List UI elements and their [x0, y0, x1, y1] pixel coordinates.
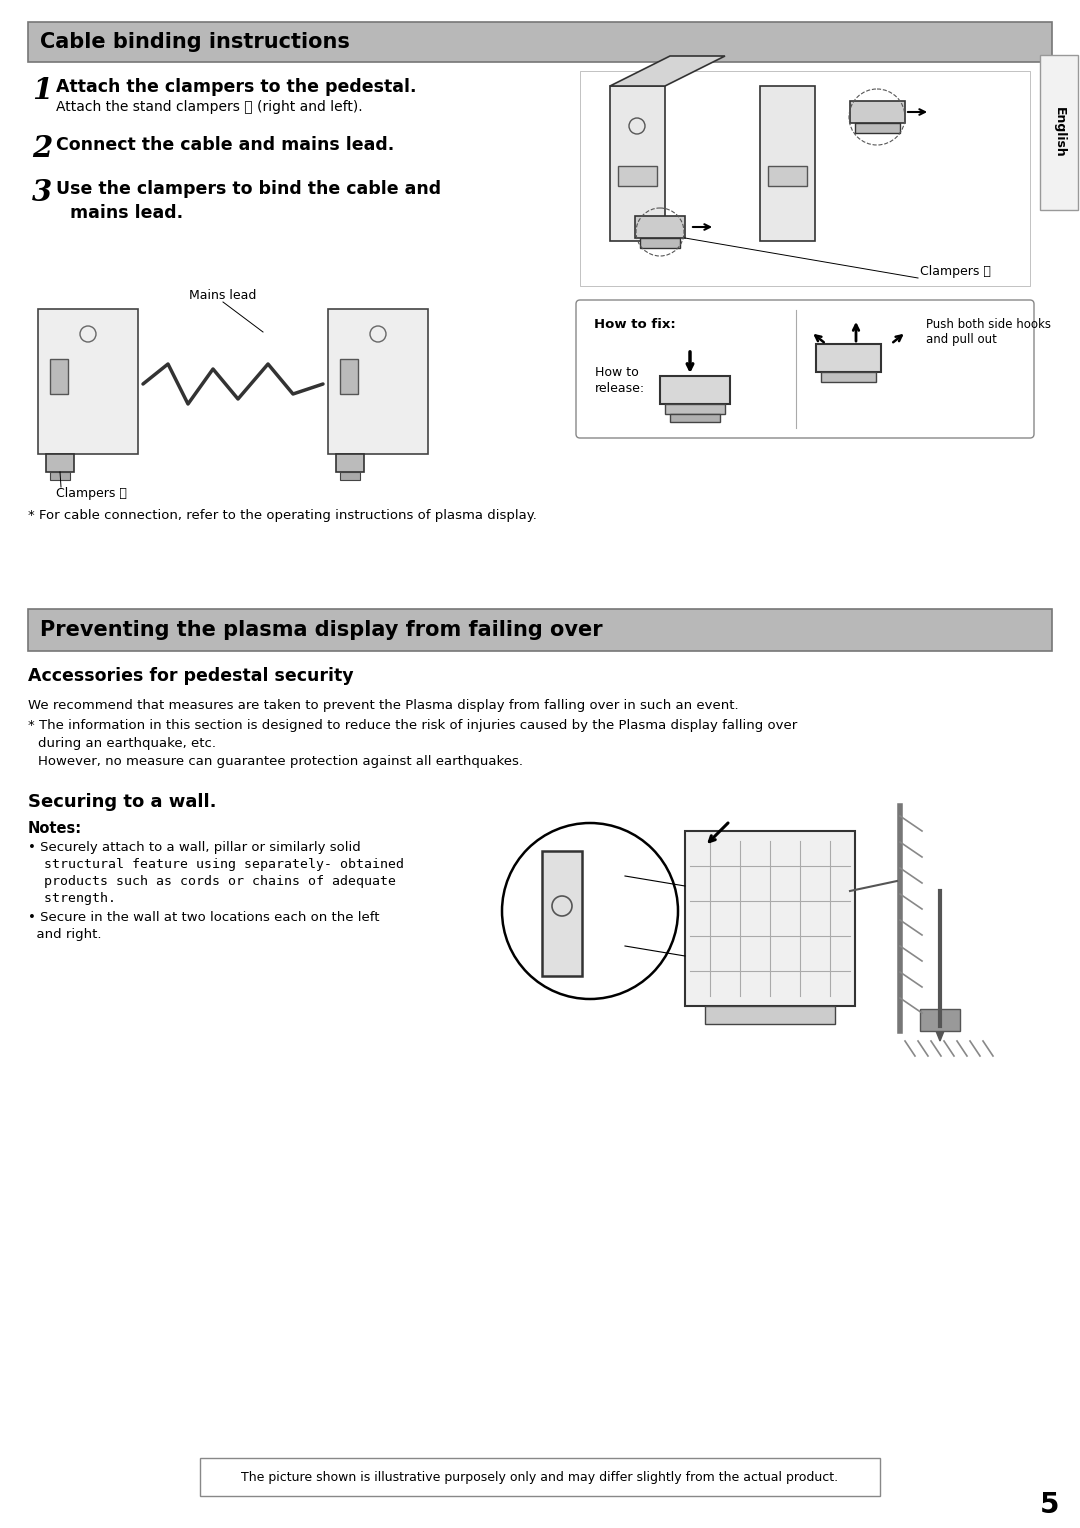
Text: Notes:: Notes: — [28, 821, 82, 836]
Text: structural feature using separately- obtained: structural feature using separately- obt… — [28, 859, 404, 871]
Text: 1: 1 — [32, 76, 52, 105]
Text: Use the clampers to bind the cable and: Use the clampers to bind the cable and — [56, 180, 441, 199]
Bar — [580, 70, 1030, 286]
Text: Clampers Ⓔ: Clampers Ⓔ — [920, 264, 990, 278]
Bar — [670, 414, 720, 422]
Text: The picture shown is illustrative purposely only and may differ slightly from th: The picture shown is illustrative purpos… — [242, 1470, 838, 1484]
Text: Attach the stand clampers Ⓔ (right and left).: Attach the stand clampers Ⓔ (right and l… — [56, 99, 363, 115]
Text: Preventing the plasma display from failing over: Preventing the plasma display from faili… — [40, 620, 603, 640]
Text: We recommend that measures are taken to prevent the Plasma display from falling : We recommend that measures are taken to … — [28, 698, 739, 712]
Bar — [760, 86, 815, 241]
Bar — [38, 309, 138, 454]
Text: Securing to a wall.: Securing to a wall. — [28, 793, 216, 811]
Bar — [685, 831, 855, 1005]
Text: However, no measure can guarantee protection against all earthquakes.: However, no measure can guarantee protec… — [38, 755, 523, 769]
Text: mains lead.: mains lead. — [70, 205, 184, 222]
Bar — [660, 376, 730, 403]
Bar — [50, 359, 68, 394]
Bar — [28, 610, 1052, 651]
Bar — [768, 167, 807, 186]
Bar — [665, 403, 725, 414]
Text: English: English — [1053, 107, 1066, 157]
Bar — [610, 86, 665, 241]
Text: 3: 3 — [32, 177, 52, 206]
Text: release:: release: — [595, 382, 645, 396]
Bar — [340, 472, 360, 480]
FancyBboxPatch shape — [576, 299, 1034, 439]
Bar — [340, 359, 357, 394]
Polygon shape — [934, 1025, 946, 1041]
Text: strength.: strength. — [28, 892, 116, 905]
Text: How to fix:: How to fix: — [594, 318, 676, 332]
Text: during an earthquake, etc.: during an earthquake, etc. — [38, 736, 216, 750]
Text: Push both side hooks
and pull out: Push both side hooks and pull out — [926, 318, 1051, 345]
Text: Mains lead: Mains lead — [189, 289, 257, 303]
Bar — [821, 371, 876, 382]
Bar — [855, 122, 900, 133]
Polygon shape — [610, 57, 725, 86]
Bar — [816, 344, 881, 371]
Bar — [850, 101, 905, 122]
Bar — [200, 1458, 880, 1496]
Bar — [920, 1008, 960, 1031]
Text: * For cable connection, refer to the operating instructions of plasma display.: * For cable connection, refer to the ope… — [28, 509, 537, 523]
Text: Attach the clampers to the pedestal.: Attach the clampers to the pedestal. — [56, 78, 417, 96]
Text: * The information in this section is designed to reduce the risk of injuries cau: * The information in this section is des… — [28, 720, 797, 732]
Text: Connect the cable and mains lead.: Connect the cable and mains lead. — [56, 136, 394, 154]
Bar — [635, 215, 685, 238]
Text: Accessories for pedestal security: Accessories for pedestal security — [28, 668, 353, 685]
Bar — [28, 21, 1052, 63]
Bar — [542, 851, 582, 976]
Text: Cable binding instructions: Cable binding instructions — [40, 32, 350, 52]
Text: and right.: and right. — [28, 927, 102, 941]
Text: • Secure in the wall at two locations each on the left: • Secure in the wall at two locations ea… — [28, 911, 379, 924]
Bar — [618, 167, 657, 186]
Bar — [336, 454, 364, 472]
Text: products such as cords or chains of adequate: products such as cords or chains of adeq… — [28, 876, 396, 888]
Text: 5: 5 — [1040, 1491, 1059, 1519]
Text: 2: 2 — [32, 134, 52, 163]
Text: • Securely attach to a wall, pillar or similarly solid: • Securely attach to a wall, pillar or s… — [28, 840, 361, 854]
Bar — [50, 472, 70, 480]
Bar — [328, 309, 428, 454]
Bar — [46, 454, 75, 472]
Bar — [1040, 55, 1078, 209]
Bar — [705, 1005, 835, 1024]
Text: How to: How to — [595, 367, 638, 379]
Bar — [640, 238, 680, 248]
Text: Clampers Ⓔ: Clampers Ⓔ — [56, 487, 126, 500]
